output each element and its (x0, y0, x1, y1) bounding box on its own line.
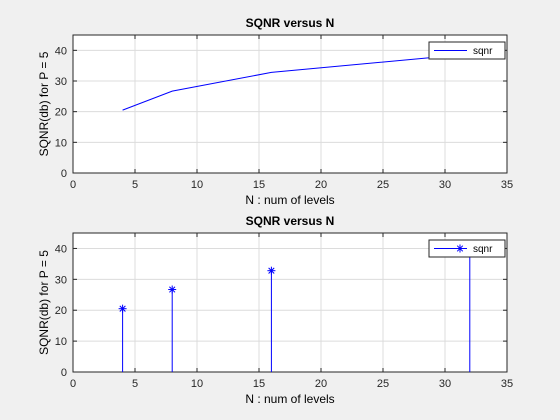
y-tick-label: 40 (55, 243, 67, 255)
y-axis-label: SQNR(db) for P = 5 (37, 250, 51, 355)
x-tick-label: 0 (70, 378, 76, 390)
chart-title: SQNR versus N (246, 16, 335, 30)
y-tick-label: 0 (61, 168, 67, 180)
marker-stroke (169, 286, 176, 293)
data-point-marker (456, 244, 464, 253)
y-tick-label: 10 (55, 336, 67, 348)
x-tick-label: 15 (253, 179, 265, 191)
subplot-bottom: 0 5 10 15 20 25 30 35 0 10 20 30 40 SQNR versus N N : … (37, 214, 513, 406)
legend-label: sqnr (473, 46, 493, 57)
y-tick-label: 30 (55, 274, 67, 286)
legend: sqnr (428, 239, 506, 258)
x-tick-label: 35 (501, 378, 513, 390)
x-tick-label: 30 (439, 179, 451, 191)
axes-frame (72, 232, 508, 373)
series-sqnr (122, 53, 470, 111)
y-tick-label: 20 (55, 305, 67, 317)
marker-stroke (268, 267, 275, 274)
data-point-marker (168, 285, 177, 294)
y-tick-label: 20 (55, 107, 67, 119)
marker-stroke (119, 305, 126, 312)
x-tick-label: 5 (132, 378, 138, 390)
legend: sqnr (428, 41, 506, 60)
y-tick-label: 40 (55, 45, 67, 57)
x-axis-label: N : num of levels (245, 392, 334, 406)
x-tick-label: 0 (70, 179, 76, 191)
x-tick-label: 10 (191, 378, 203, 390)
legend-label: sqnr (473, 244, 493, 255)
data-point-marker (118, 304, 127, 313)
x-tick-label: 35 (501, 179, 513, 191)
y-tick-label: 0 (61, 367, 67, 379)
axes-frame (72, 34, 508, 174)
x-tick-label: 20 (315, 378, 327, 390)
marker-stroke (456, 245, 464, 252)
x-tick-label: 25 (377, 179, 389, 191)
series-sqnr (118, 248, 474, 372)
x-tick-label: 5 (132, 179, 138, 191)
x-tick-label: 15 (253, 378, 265, 390)
y-tick-label: 30 (55, 76, 67, 88)
series-line (122, 53, 470, 111)
data-point-marker (267, 266, 276, 275)
x-tick-label: 10 (191, 179, 203, 191)
x-axis-label: N : num of levels (245, 193, 334, 207)
x-tick-label: 20 (315, 179, 327, 191)
y-axis-label: SQNR(db) for P = 5 (37, 51, 51, 156)
x-tick-label: 30 (439, 378, 451, 390)
chart-title: SQNR versus N (246, 214, 335, 228)
x-tick-label: 25 (377, 378, 389, 390)
subplot-top: 0 5 10 15 20 25 30 35 0 10 20 30 40 SQNR versus N N : … (37, 16, 513, 207)
y-tick-label: 10 (55, 137, 67, 149)
